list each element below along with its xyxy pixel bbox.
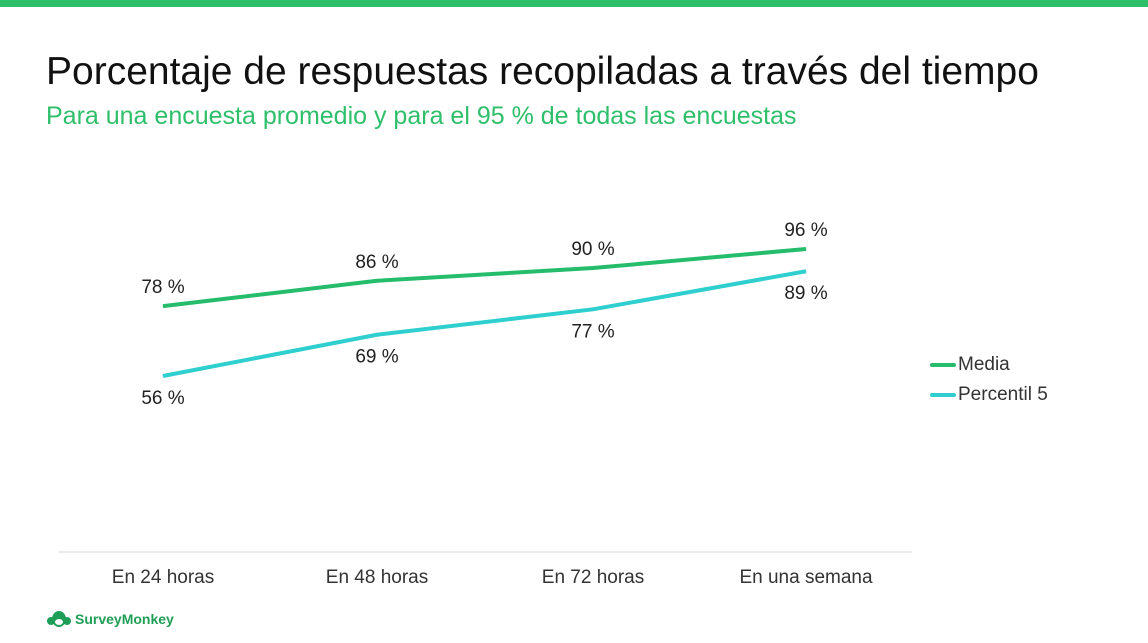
data-label: 90 % [571,239,614,260]
data-point [162,305,164,307]
data-label: 77 % [571,321,614,342]
surveymonkey-logo: SurveyMonkey [46,610,174,628]
monkey-logo-icon [47,611,71,627]
data-label: 86 % [355,252,398,273]
slide-title: Porcentaje de respuestas recopiladas a t… [46,50,1039,93]
data-label: 96 % [784,220,827,241]
x-tick-label: En 72 horas [542,567,644,588]
data-point [376,334,378,336]
logo-wordmark: SurveyMonkey [75,611,174,627]
data-label: 89 % [784,283,827,304]
accent-bar [0,0,1148,7]
data-point [592,267,594,269]
legend-label: Media [958,354,1010,375]
data-point [805,248,807,250]
slide-subtitle: Para una encuesta promedio y para el 95 … [46,102,797,130]
data-point [376,280,378,282]
data-label: 69 % [355,347,398,368]
chart-legend: Media Percentil 5 [930,350,1048,410]
data-point [805,270,807,272]
legend-label: Percentil 5 [958,384,1048,405]
legend-swatch [930,363,956,367]
legend-item: Media [930,350,1048,380]
x-tick-label: En 48 horas [326,567,428,588]
data-point [592,308,594,310]
data-point [162,375,164,377]
x-tick-label: En una semana [739,567,873,588]
series-line-percentil-5 [162,269,807,378]
data-label: 56 % [141,388,184,409]
legend-item: Percentil 5 [930,380,1048,410]
data-label: 78 % [141,277,184,298]
legend-swatch [930,393,956,397]
series-line-media [162,247,807,309]
x-tick-label: En 24 horas [112,567,214,588]
